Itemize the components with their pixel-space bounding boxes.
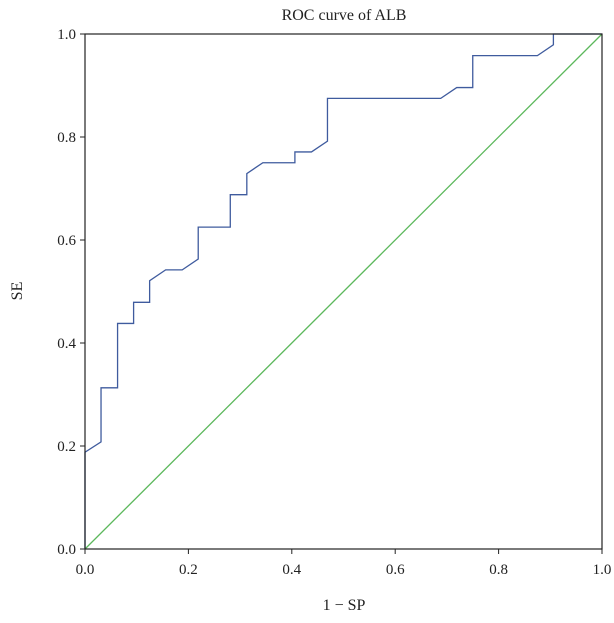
x-tick-label: 0.8 — [489, 562, 508, 578]
y-tick-label: 1.0 — [57, 27, 76, 43]
y-axis-label: SE — [9, 282, 26, 301]
x-axis-label: 1 − SP — [323, 597, 366, 614]
x-tick-label: 0.6 — [386, 562, 405, 578]
x-tick-label: 0.0 — [76, 562, 95, 578]
y-tick-label: 0.0 — [57, 542, 76, 558]
ticks-layer: 0.0 0.2 0.4 0.6 0.8 1.0 0.0 0.2 0.4 0.6 0.8 1.0 — [57, 27, 611, 578]
x-tick-label: 1.0 — [593, 562, 612, 578]
y-tick-label: 0.8 — [57, 130, 76, 146]
x-tick-label: 0.2 — [179, 562, 198, 578]
diagonal-reference-line — [84, 33, 603, 550]
chart-title: ROC curve of ALB — [282, 7, 407, 24]
y-tick-label: 0.2 — [57, 439, 76, 455]
y-tick-label: 0.4 — [57, 336, 76, 352]
y-tick-label: 0.6 — [57, 233, 76, 249]
plot-frame — [84, 33, 603, 550]
roc-curve-line — [84, 33, 602, 549]
x-tick-label: 0.4 — [282, 562, 301, 578]
series-layer — [84, 33, 603, 550]
